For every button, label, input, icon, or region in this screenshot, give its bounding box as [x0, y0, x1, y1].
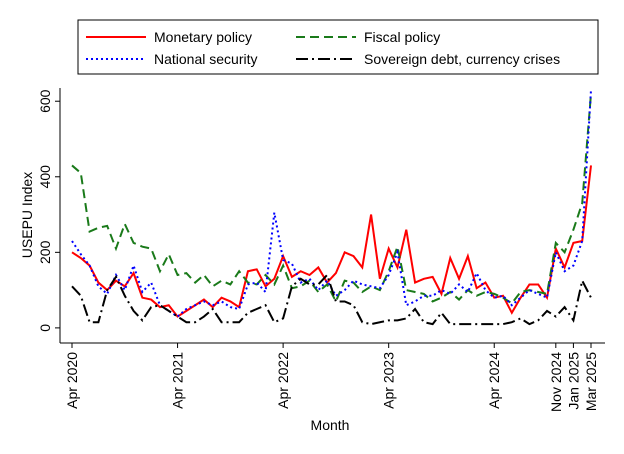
- y-tick-label: 200: [37, 240, 53, 264]
- legend-label: Monetary policy: [154, 29, 252, 45]
- x-tick-label: Jan 2025: [565, 352, 581, 410]
- x-tick-label: Nov 2024: [548, 352, 564, 412]
- x-axis-label: Month: [311, 417, 350, 433]
- x-tick-label: Apr 2023: [381, 352, 397, 409]
- series-line: [71, 273, 592, 326]
- legend-label: Sovereign debt, currency crises: [364, 51, 560, 67]
- legend-label: Fiscal policy: [364, 29, 440, 45]
- y-axis-label: USEPU Index: [19, 172, 35, 258]
- x-tick-label: Apr 2021: [170, 352, 186, 409]
- y-tick-label: 400: [37, 165, 53, 189]
- x-tick-label: Mar 2025: [583, 352, 599, 411]
- legend-box: [77, 19, 599, 75]
- x-tick-label: Apr 2020: [64, 352, 80, 409]
- legend-label: National security: [154, 51, 258, 67]
- x-tick-label: Apr 2022: [275, 352, 291, 409]
- y-tick-label: 0: [37, 324, 53, 332]
- x-tick-label: Apr 2024: [486, 352, 502, 409]
- y-tick-label: 600: [37, 89, 53, 113]
